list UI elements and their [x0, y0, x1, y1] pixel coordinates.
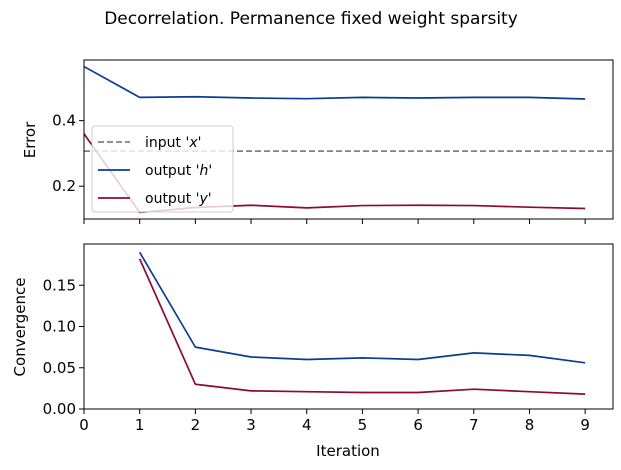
y-tick-label: 0.05: [43, 359, 76, 377]
x-tick-label: 4: [302, 416, 312, 434]
legend-box: [91, 125, 234, 213]
series-line-output-y: [138, 258, 586, 395]
series-line-output-h: [84, 65, 586, 100]
y-tick-label: 0.2: [52, 177, 76, 195]
x-tick-label: 8: [525, 416, 535, 434]
plot-area: [138, 251, 586, 395]
legend: input 'x' output 'h' output 'y': [91, 125, 234, 213]
x-tick-label: 0: [79, 416, 89, 434]
x-tick-label: 3: [246, 416, 256, 434]
series-line-output-h: [138, 251, 586, 364]
y-tick-label: 0.15: [43, 276, 76, 294]
y-tick-label: 0.00: [43, 400, 76, 418]
x-tick-label: 2: [191, 416, 201, 434]
error-axis-label: Error: [21, 121, 39, 158]
x-axis-label: Iteration: [316, 442, 380, 460]
error-panel: 0.2 0.4: [52, 59, 614, 224]
x-tick-label: 5: [358, 416, 368, 434]
convergence-panel: 0.00 0.05 0.10 0.15 0 1 2 3 4 5 6 7 8 9: [43, 243, 614, 434]
chart-title: Decorrelation. Permanence fixed weight s…: [104, 9, 518, 29]
plot-frame: [83, 243, 614, 410]
x-tick-label: 6: [413, 416, 423, 434]
y-tick-label: 0.4: [52, 112, 76, 130]
x-tick-label: 9: [580, 416, 590, 434]
x-tick-label: 1: [135, 416, 145, 434]
plot-frame: [83, 59, 614, 220]
convergence-axis-label: Convergence: [11, 278, 29, 377]
legend-label-output-y: output 'y': [145, 191, 212, 207]
legend-label-output-h: output 'h': [145, 163, 212, 179]
legend-label-input-x: input 'x': [145, 135, 201, 151]
x-tick-label: 7: [469, 416, 479, 434]
y-tick-label: 0.10: [43, 318, 76, 336]
